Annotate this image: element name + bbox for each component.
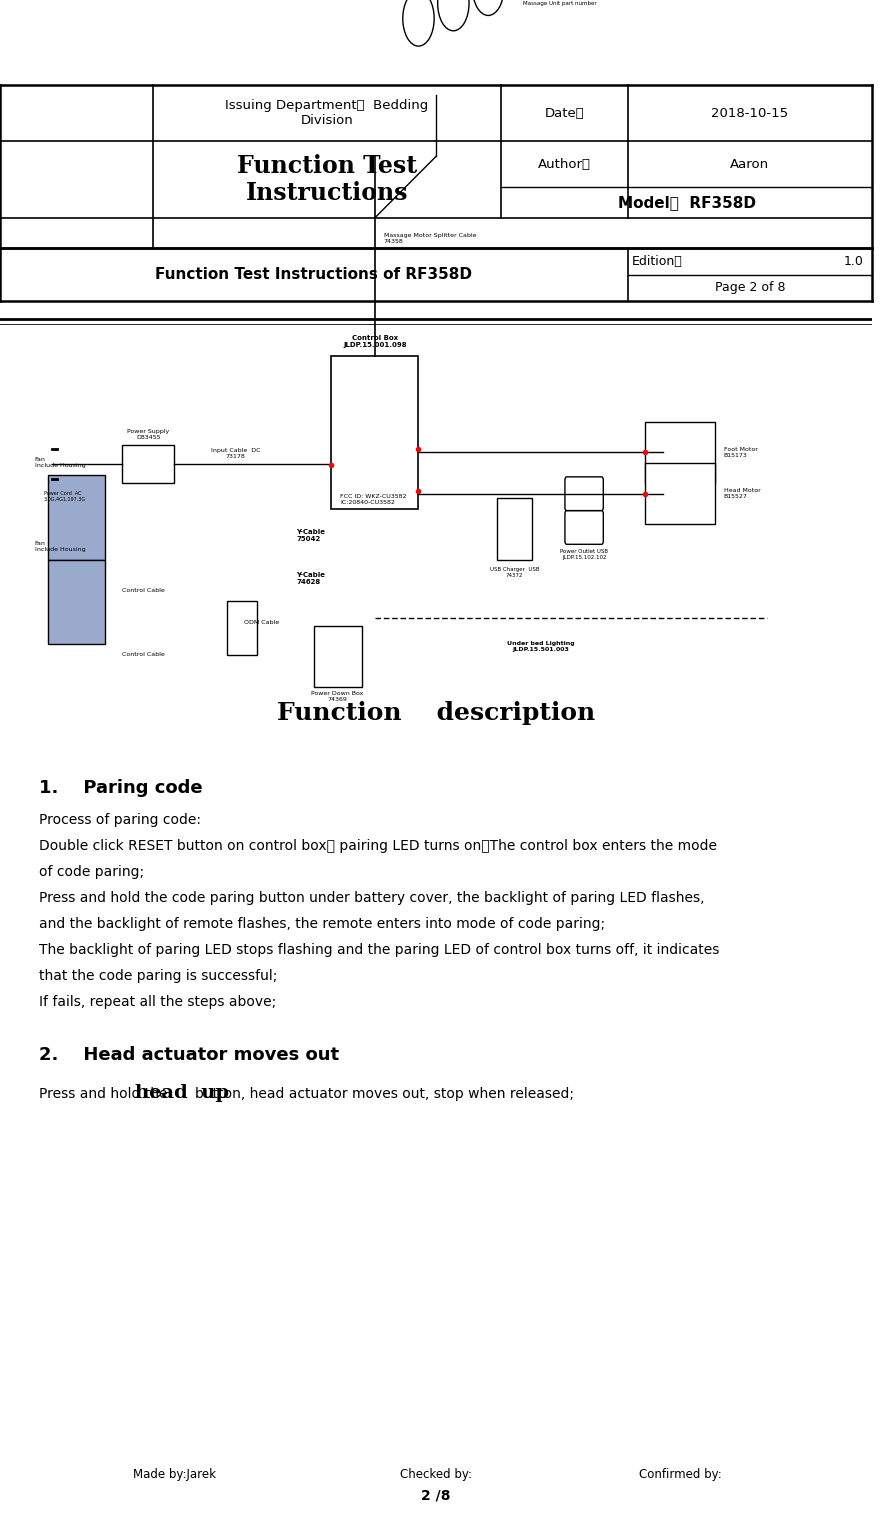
Text: 1.    Paring code: 1. Paring code [39, 779, 202, 797]
Text: head  up: head up [136, 1084, 229, 1102]
Text: Function Test
Instructions: Function Test Instructions [237, 153, 417, 205]
Text: Power Cord  AC
3.0G,4G1,197.3G: Power Cord AC 3.0G,4G1,197.3G [44, 491, 86, 501]
Circle shape [438, 0, 469, 31]
Text: 1.0: 1.0 [843, 254, 863, 268]
Text: Foot Motor
B15173: Foot Motor B15173 [723, 448, 757, 458]
Text: that the code paring is successful;: that the code paring is successful; [39, 969, 277, 983]
Circle shape [473, 0, 504, 15]
Text: Y-Cable
75042: Y-Cable 75042 [296, 529, 326, 543]
Text: Power Supply
D83455: Power Supply D83455 [127, 429, 169, 440]
Text: 2.    Head actuator moves out: 2. Head actuator moves out [39, 1046, 339, 1064]
Text: Double click RESET button on control box， pairing LED turns on，The control box e: Double click RESET button on control box… [39, 839, 717, 852]
Text: Massage Motor Splitter Cable
74358: Massage Motor Splitter Cable 74358 [384, 233, 476, 244]
Bar [645, 463, 714, 524]
Text: ODM Cable: ODM Cable [244, 619, 279, 625]
Bar [48, 475, 104, 560]
Text: 2018-10-15: 2018-10-15 [711, 107, 789, 120]
Text: Control Box
JLDP.15.001.098: Control Box JLDP.15.001.098 [343, 336, 407, 348]
Text: 2 /8: 2 /8 [421, 1489, 450, 1502]
Bar [497, 498, 532, 560]
Text: The backlight of paring LED stops flashing and the paring LED of control box tur: The backlight of paring LED stops flashi… [39, 943, 720, 957]
Text: of code paring;: of code paring; [39, 865, 145, 878]
Text: Control Cable: Control Cable [122, 652, 165, 658]
Text: Y-Cable
74628: Y-Cable 74628 [296, 572, 326, 586]
Text: Massage Unit part number: Massage Unit part number [523, 0, 597, 6]
Text: Power Outlet USB
JLDP.15.102.102: Power Outlet USB JLDP.15.102.102 [560, 549, 608, 560]
Text: Checked by:: Checked by: [400, 1469, 472, 1481]
Text: Issuing Department：  Bedding
Division: Issuing Department： Bedding Division [226, 100, 428, 127]
Text: Process of paring code:: Process of paring code: [39, 812, 202, 826]
Text: Power Down Box
74369: Power Down Box 74369 [311, 691, 364, 702]
Text: Date：: Date： [545, 107, 584, 120]
Text: Confirmed by:: Confirmed by: [639, 1469, 722, 1481]
Text: If fails, repeat all the steps above;: If fails, repeat all the steps above; [39, 995, 277, 1009]
Text: Fan
Include Housing: Fan Include Housing [35, 541, 86, 552]
Text: Input Cable  DC
73178: Input Cable DC 73178 [211, 449, 260, 460]
Text: Page 2 of 8: Page 2 of 8 [714, 281, 785, 294]
Text: Press and hold the code paring button under battery cover, the backlight of pari: Press and hold the code paring button un… [39, 891, 705, 904]
Text: FCC ID: WKZ-CU3582
IC:20840-CU3582: FCC ID: WKZ-CU3582 IC:20840-CU3582 [340, 494, 407, 504]
Text: USB Charger  USB
74372: USB Charger USB 74372 [490, 567, 539, 578]
Text: Model：  RF358D: Model： RF358D [617, 195, 756, 210]
Text: Author：: Author： [538, 158, 591, 170]
Text: Edition：: Edition： [632, 254, 682, 268]
Bar [48, 560, 104, 644]
Text: and the backlight of remote flashes, the remote enters into mode of code paring;: and the backlight of remote flashes, the… [39, 917, 606, 931]
FancyBboxPatch shape [565, 477, 603, 510]
Text: Function    description: Function description [277, 701, 595, 725]
Bar [331, 356, 418, 509]
Text: Under bed Lighting
JLDP.15.501.003: Under bed Lighting JLDP.15.501.003 [507, 641, 574, 652]
Text: Aaron: Aaron [731, 158, 769, 170]
Text: button, head actuator moves out, stop when released;: button, head actuator moves out, stop wh… [194, 1087, 574, 1101]
Text: Fan
Include Housing: Fan Include Housing [35, 457, 86, 468]
Bar [227, 601, 257, 655]
Text: Made by:Jarek: Made by:Jarek [133, 1469, 216, 1481]
FancyBboxPatch shape [565, 510, 603, 544]
Text: Function Test Instructions of RF358D: Function Test Instructions of RF358D [155, 267, 473, 282]
Text: Control Cable: Control Cable [122, 587, 165, 593]
Bar [122, 445, 174, 483]
Bar [645, 422, 714, 483]
Circle shape [403, 0, 434, 46]
Text: Press and hold the: Press and hold the [39, 1087, 172, 1101]
Text: Head Motor
B15527: Head Motor B15527 [723, 489, 760, 500]
Bar [314, 625, 362, 687]
